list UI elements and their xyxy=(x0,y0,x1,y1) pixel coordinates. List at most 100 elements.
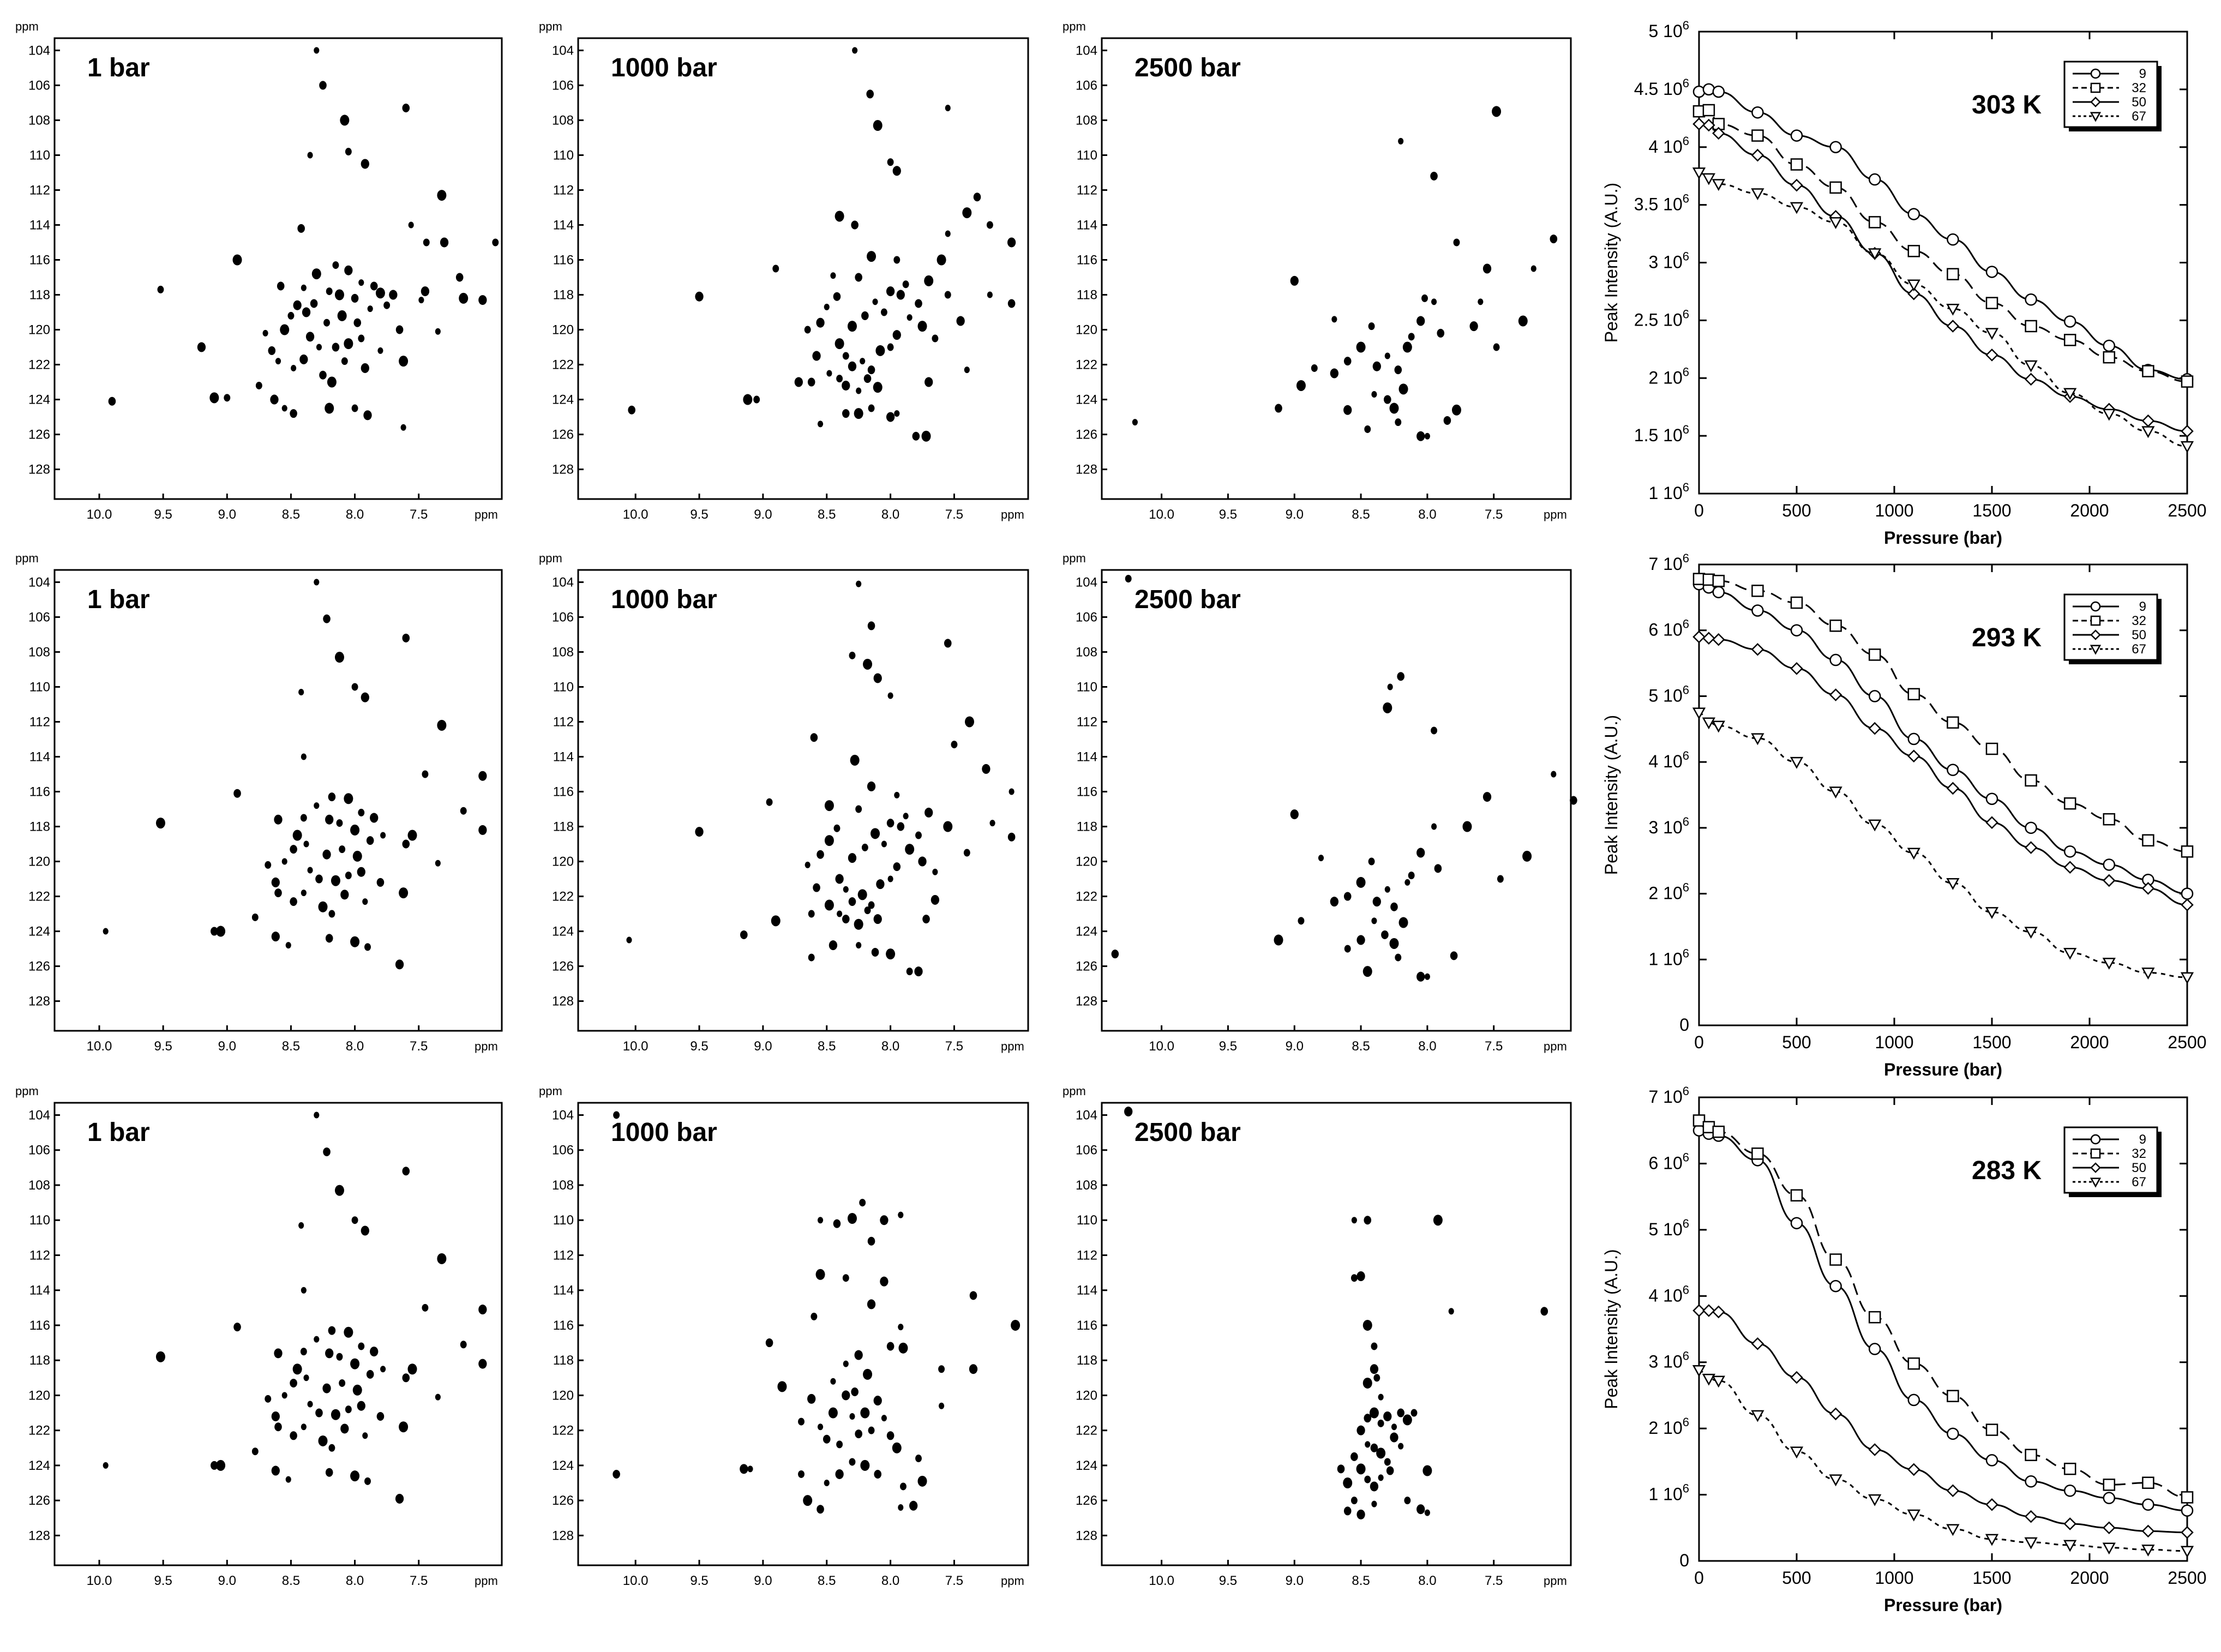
peak xyxy=(1469,321,1478,332)
peak xyxy=(1372,361,1381,371)
peak xyxy=(350,824,360,836)
legend-marker-9 xyxy=(2090,601,2101,612)
panel-title: 2500 bar xyxy=(1134,53,1241,82)
peak xyxy=(322,1383,331,1393)
legend-label-9: 9 xyxy=(2139,1132,2146,1147)
y-tick-base: 0 xyxy=(1679,1551,1689,1570)
y-tick-base: 3 10 xyxy=(1648,253,1682,272)
peak xyxy=(352,850,362,862)
peak xyxy=(402,104,410,113)
peak xyxy=(1540,1307,1548,1316)
peak xyxy=(350,1358,360,1369)
y-tick-label: 126 xyxy=(28,1493,50,1508)
peak xyxy=(271,877,280,887)
data-point-9 xyxy=(2103,858,2116,871)
panel-title: 1 bar xyxy=(87,53,150,82)
peak xyxy=(925,807,933,818)
data-point-67 xyxy=(1907,1509,1920,1522)
peak xyxy=(1391,1423,1397,1431)
peak xyxy=(402,1167,410,1176)
y-tick-base: 5 10 xyxy=(1648,21,1682,41)
peak xyxy=(383,301,391,309)
peak xyxy=(325,403,334,414)
peak xyxy=(842,352,849,360)
y-tick-label: 122 xyxy=(1076,1423,1097,1438)
peak xyxy=(1368,322,1375,331)
x-tick-label: 8.0 xyxy=(346,507,364,522)
peak xyxy=(898,1211,904,1218)
peak xyxy=(945,230,951,237)
peak xyxy=(300,814,307,822)
x-tick-label: 8.5 xyxy=(818,1039,836,1054)
peak xyxy=(358,334,365,343)
y-axis-label: ppm xyxy=(15,1084,39,1098)
peak xyxy=(817,1423,824,1431)
peak xyxy=(1383,702,1392,713)
peak xyxy=(907,314,913,321)
peak xyxy=(969,1364,978,1374)
data-point-67 xyxy=(2141,1545,2155,1557)
peak xyxy=(847,1213,857,1224)
data-point-32 xyxy=(1985,297,1998,309)
peak xyxy=(380,832,386,839)
y-tick-label: 128 xyxy=(1076,994,1097,1009)
peak xyxy=(478,1359,487,1369)
x-tick-label: 7.5 xyxy=(410,1573,428,1588)
peak xyxy=(1356,935,1365,945)
peak xyxy=(1356,1425,1365,1435)
peak xyxy=(418,297,424,304)
series-line-67 xyxy=(1698,712,2188,978)
data-point-67 xyxy=(1829,786,1842,799)
plot-frame xyxy=(1101,1102,1572,1566)
peak xyxy=(817,1217,824,1224)
data-point-67 xyxy=(2102,409,2116,421)
peak xyxy=(1369,1407,1379,1419)
peak xyxy=(1381,930,1389,939)
peak xyxy=(830,1378,836,1385)
peak xyxy=(340,115,350,126)
peak xyxy=(303,1374,309,1381)
data-point-67 xyxy=(1712,1375,1725,1388)
y-tick-label: 110 xyxy=(29,1213,50,1228)
y-tick-base: 4 10 xyxy=(1648,1285,1682,1305)
legend-label-50: 50 xyxy=(2132,1161,2146,1175)
peak xyxy=(943,821,953,832)
data-point-32 xyxy=(2103,813,2116,826)
peak xyxy=(945,105,951,112)
peak xyxy=(211,927,218,936)
peak xyxy=(969,1291,977,1300)
peak xyxy=(887,692,893,699)
peak xyxy=(325,934,333,943)
y-tick-label: 120 xyxy=(1076,855,1097,869)
data-point-50 xyxy=(2181,1526,2194,1539)
peak xyxy=(902,280,909,289)
peak xyxy=(1331,316,1337,323)
x-tick-label: 8.0 xyxy=(1418,1039,1436,1054)
x-tick-label: 8.5 xyxy=(282,1039,300,1054)
data-point-50 xyxy=(1702,118,1715,132)
y-tick-base: 4 10 xyxy=(1648,137,1682,157)
peak xyxy=(1518,315,1528,327)
y-tick-label: 112 xyxy=(1077,714,1097,729)
peak xyxy=(423,238,430,247)
peak xyxy=(1404,1497,1411,1505)
peak xyxy=(842,915,850,924)
peak xyxy=(922,915,930,924)
y-tick-label: 116 xyxy=(29,784,50,799)
peak xyxy=(833,1219,841,1228)
peak xyxy=(1551,771,1557,778)
data-point-67 xyxy=(2141,426,2155,438)
y-tick-label: 108 xyxy=(1076,1178,1097,1193)
peak xyxy=(314,1112,320,1119)
peak xyxy=(1343,405,1352,415)
peak xyxy=(1408,872,1415,880)
x-tick-label: 2500 xyxy=(2168,1568,2206,1588)
data-point-50 xyxy=(2024,1510,2038,1523)
y-tick-label: 108 xyxy=(28,113,50,128)
peak xyxy=(898,1504,904,1511)
peak xyxy=(868,404,875,412)
y-tick-base: 5 10 xyxy=(1648,686,1682,705)
peak xyxy=(1550,235,1558,244)
data-point-67 xyxy=(1946,303,1960,316)
